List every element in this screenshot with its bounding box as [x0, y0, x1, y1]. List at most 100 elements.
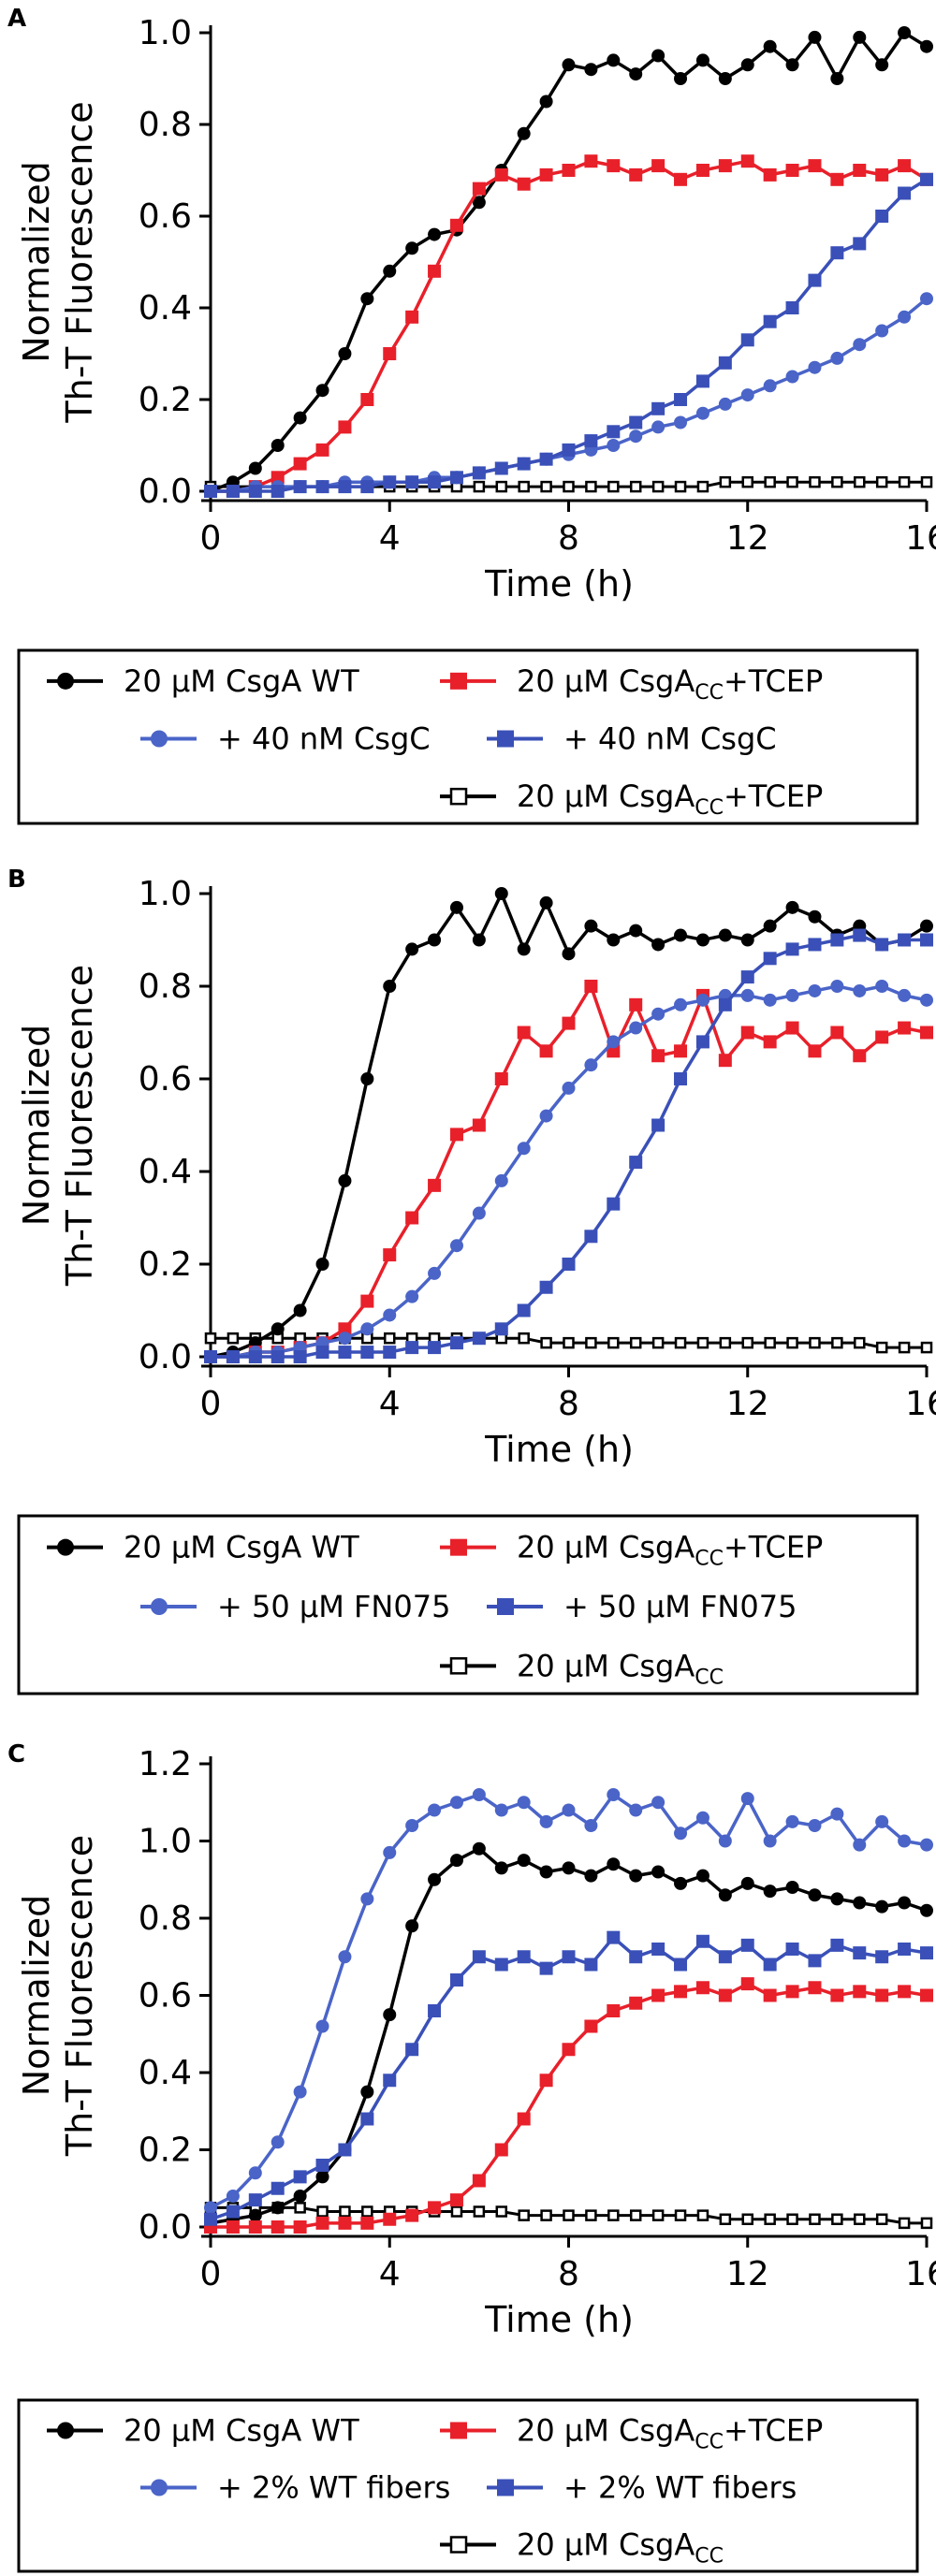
data-point — [405, 2208, 419, 2222]
data-point — [741, 475, 753, 488]
y-axis-title-line1: Normalized — [16, 1025, 57, 1227]
data-point — [563, 480, 575, 493]
data-point — [494, 1173, 508, 1187]
data-point — [830, 72, 844, 85]
data-point — [473, 2205, 486, 2218]
data-point — [875, 938, 889, 952]
data-point — [562, 2043, 576, 2057]
x-tick-label: 12 — [726, 519, 769, 558]
data-point — [584, 154, 598, 168]
data-point — [562, 1016, 576, 1030]
data-point — [854, 475, 866, 488]
data-point — [853, 928, 867, 942]
data-point — [740, 1792, 754, 1806]
legend-label-suffix: +TCEP — [724, 663, 823, 699]
data-point — [495, 2205, 508, 2218]
data-point — [494, 1322, 508, 1336]
data-point — [808, 1819, 822, 1832]
data-point — [293, 2190, 307, 2203]
data-point — [695, 1035, 709, 1049]
data-point — [315, 1258, 329, 1271]
data-point — [494, 167, 508, 182]
y-tick-label: 0.0 — [139, 1338, 192, 1376]
data-point — [315, 480, 329, 494]
data-point — [428, 475, 442, 489]
y-tick-label: 1.0 — [139, 14, 192, 52]
data-point — [740, 933, 754, 947]
y-axis-title-line1: Normalized — [16, 1895, 57, 2097]
series-line — [210, 30, 928, 493]
data-point — [584, 980, 598, 993]
data-point — [428, 2201, 442, 2215]
legend-label-sub: CC — [695, 681, 724, 705]
data-point — [740, 1026, 754, 1040]
legend-entry: 20 μM CsgACC — [440, 1648, 724, 1689]
data-point — [651, 159, 665, 173]
data-point — [494, 461, 508, 475]
data-point — [763, 314, 777, 328]
data-point — [808, 30, 822, 44]
legend-label-main: 20 μM CsgA WT — [124, 2413, 359, 2449]
data-point — [741, 1336, 753, 1349]
data-point — [472, 182, 486, 196]
data-point — [695, 1869, 709, 1883]
data-point — [674, 480, 687, 493]
data-point — [830, 1807, 844, 1821]
data-point — [920, 1838, 933, 1852]
data-point — [539, 1280, 553, 1294]
data-point — [740, 333, 754, 347]
data-point — [808, 273, 822, 287]
data-point — [764, 1336, 776, 1349]
data-point — [764, 2213, 776, 2225]
data-point — [786, 1336, 798, 1349]
data-point — [629, 429, 643, 444]
data-point — [853, 237, 867, 251]
data-point — [763, 167, 777, 182]
data-point — [607, 425, 621, 439]
data-point — [674, 1336, 687, 1349]
legend-entry: 20 μM CsgACC — [440, 2527, 724, 2569]
legend-marker — [497, 1598, 514, 1615]
data-point — [629, 1869, 643, 1883]
data-point — [763, 1988, 777, 2002]
data-point — [315, 2159, 329, 2172]
data-point — [629, 1336, 642, 1349]
data-point — [339, 2205, 351, 2218]
data-point — [831, 1336, 843, 1349]
y-tick-label: 0.4 — [139, 289, 192, 327]
legend-marker — [57, 2422, 74, 2439]
legend-label-sub: CC — [695, 2431, 724, 2454]
series-3 — [204, 928, 933, 1363]
data-point — [226, 2190, 240, 2203]
legend-label: 20 μM CsgACC+TCEP — [517, 779, 823, 820]
data-point — [584, 919, 598, 933]
legend-label: + 2% WT fibers — [217, 2470, 450, 2506]
data-point — [405, 2043, 419, 2057]
data-point — [472, 1841, 486, 1856]
data-point — [472, 1118, 486, 1132]
legend-label-sub: CC — [695, 1666, 724, 1689]
series-1 — [204, 980, 933, 1363]
data-point — [808, 360, 822, 374]
data-point — [719, 1336, 732, 1349]
legend-marker — [450, 1538, 467, 1556]
legend-marker — [449, 1657, 468, 1675]
data-point — [763, 39, 777, 53]
data-point — [338, 1950, 352, 1964]
data-point — [360, 292, 374, 306]
data-point — [875, 1814, 889, 1828]
x-tick-label: 4 — [379, 2255, 401, 2293]
series-2 — [204, 292, 933, 498]
data-point — [449, 1336, 463, 1350]
data-point — [696, 2209, 709, 2221]
x-tick-label: 0 — [200, 519, 222, 558]
data-point — [293, 411, 307, 425]
data-point — [428, 1872, 442, 1886]
data-point — [562, 58, 576, 72]
data-point — [629, 1996, 643, 2010]
y-tick-label: 0.8 — [139, 968, 192, 1006]
data-point — [763, 1834, 777, 1848]
series-0 — [204, 887, 933, 1363]
data-point — [517, 177, 531, 191]
data-point — [562, 1258, 576, 1271]
